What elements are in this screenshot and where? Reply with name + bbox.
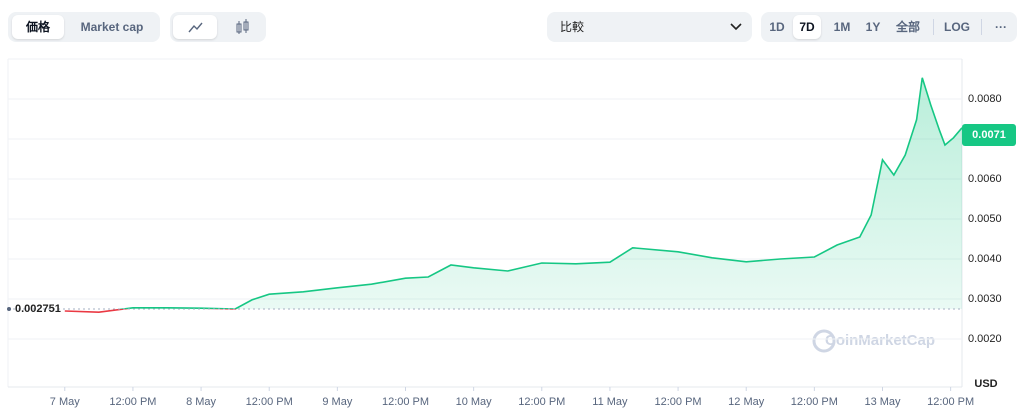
chevron	[730, 23, 742, 31]
baseline-dot	[7, 306, 11, 311]
watermark-logo	[812, 329, 836, 353]
x-tick-label: 10 May	[456, 396, 493, 408]
x-tick-label: 12:00 PM	[109, 396, 156, 408]
y-tick-label: 0.0080	[968, 93, 1002, 105]
range[interactable]: 7D	[793, 15, 821, 39]
watermark: CoinMarketCap	[825, 332, 935, 349]
x-tick-label: 12:00 PM	[927, 396, 974, 408]
x-tick-label: 12 May	[728, 396, 765, 408]
range[interactable]: 1M	[833, 20, 851, 34]
x-tick-label: 9 May	[322, 396, 352, 408]
x-tick-label: 11 May	[592, 396, 628, 408]
area	[123, 77, 962, 309]
price-line	[117, 77, 963, 309]
range[interactable]: 全部	[895, 20, 920, 34]
y-tick-label: 0.0060	[968, 173, 1002, 185]
price-tag-label: 0.0071	[972, 129, 1006, 141]
y-tick-label: 0.0040	[968, 253, 1002, 265]
price-tag	[962, 124, 1016, 146]
tab[interactable]: 価格	[12, 15, 64, 39]
line-icon[interactable]	[173, 15, 217, 39]
range[interactable]: 1D	[769, 20, 785, 34]
currency-label: USD	[974, 378, 997, 390]
compare-label: 比較	[559, 20, 584, 34]
x-tick-label: 8 May	[186, 396, 216, 408]
x-tick-label: 12:00 PM	[382, 396, 429, 408]
y-tick-label: 0.0030	[968, 293, 1002, 305]
log-toggle[interactable]: LOG	[944, 20, 970, 34]
view-tabs: 価格 Market cap	[8, 12, 160, 42]
x-tick-label: 12:00 PM	[246, 396, 293, 408]
y-tick-label: 0.0050	[968, 213, 1002, 225]
range[interactable]: 1Y	[865, 20, 881, 34]
x-tick-label: 12:00 PM	[518, 396, 565, 408]
chart-type-tabs	[170, 12, 266, 42]
more[interactable]: ···	[995, 20, 1007, 34]
x-tick-label: 13 May	[864, 396, 901, 408]
candle-icon[interactable]	[220, 15, 264, 39]
range-tabs: 1D 7D 1M 1Y 全部 LOG ···	[761, 12, 1017, 42]
y-tick-label: 0.0020	[968, 333, 1002, 345]
x-tick-label: 12:00 PM	[655, 396, 702, 408]
baseline-label: 0.002751	[15, 303, 61, 315]
compare-dropdown[interactable]: 比較	[547, 12, 752, 42]
tab[interactable]: Market cap	[80, 20, 144, 34]
x-tick-label: 12:00 PM	[791, 396, 838, 408]
x-tick-label: 7 May	[50, 396, 80, 408]
